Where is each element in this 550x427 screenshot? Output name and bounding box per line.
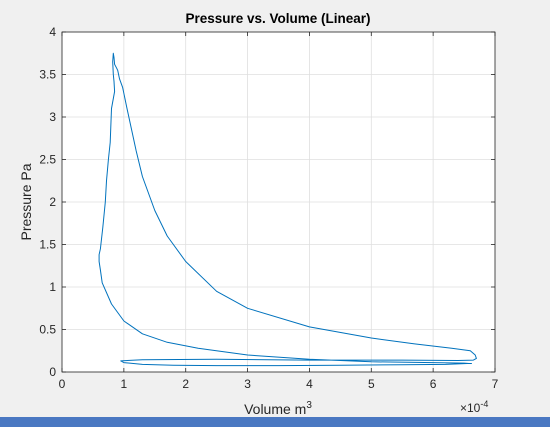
- y-tick-label: 1.5: [39, 238, 56, 252]
- x-tick-label: 6: [430, 377, 437, 391]
- y-tick-label: 0: [49, 365, 56, 379]
- x-axis-exponent-base: ×10: [460, 401, 481, 415]
- x-tick-label: 7: [492, 377, 499, 391]
- x-tick-label: 0: [59, 377, 66, 391]
- x-axis-label-superscript: 3: [306, 400, 312, 411]
- y-axis-label: Pressure Pa: [18, 163, 34, 240]
- x-tick-label: 3: [244, 377, 251, 391]
- y-tick-label: 2.5: [39, 153, 56, 167]
- y-tick-label: 3.5: [39, 68, 56, 82]
- y-tick-label: 2: [49, 195, 56, 209]
- x-axis-exponent: ×10-4: [460, 399, 488, 415]
- series-line-0: [98, 52, 477, 367]
- x-axis-label-text: Volume m: [244, 401, 306, 417]
- y-tick-label: 1: [49, 280, 56, 294]
- chart-title: Pressure vs. Volume (Linear): [185, 11, 370, 26]
- x-tick-label: 4: [306, 377, 313, 391]
- y-tick-label: 3: [49, 110, 56, 124]
- window-bottom-bar: [0, 417, 550, 427]
- y-tick-label: 0.5: [39, 323, 56, 337]
- x-tick-label: 1: [121, 377, 128, 391]
- ticks: 0 1 2 3 4 5 6 7 0 0.5 1 1.5 2 2.5 3 3.5 4: [39, 25, 498, 391]
- plot-area: [98, 52, 477, 367]
- y-tick-label: 4: [49, 25, 56, 39]
- x-tick-label: 2: [182, 377, 189, 391]
- x-axis-label: Volume m3: [244, 400, 312, 417]
- x-tick-label: 5: [368, 377, 375, 391]
- x-axis-exponent-power: -4: [480, 399, 488, 409]
